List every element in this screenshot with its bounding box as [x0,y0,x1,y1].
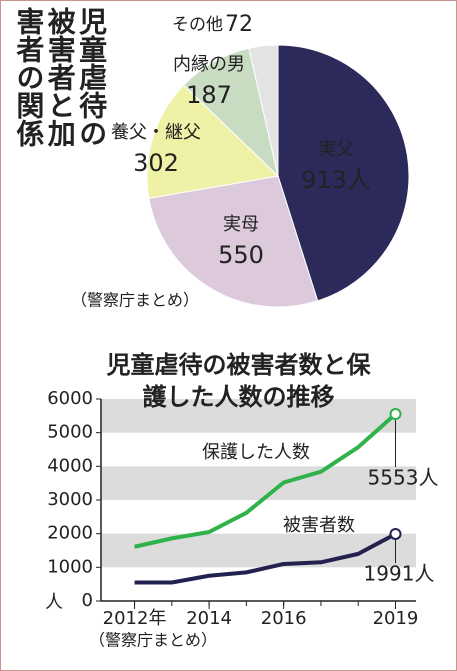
band [101,399,416,433]
pie-value: 187 [186,81,232,109]
pie-value: 72 [225,12,253,37]
y-tick-label: 2000 [47,523,93,544]
pie-label: その他 [172,15,223,35]
pie-slice [148,175,319,308]
y-tick-label: 3000 [47,489,93,510]
pie-slice [146,84,280,199]
pie-source: （警察庁まとめ） [71,291,199,310]
end-point [389,408,402,421]
y-unit: 人 [45,592,63,613]
line-title: 児童虐待の被害者数と保護した人数の推移 [106,351,371,412]
series-name: 被害者数 [283,515,355,536]
x-tick-label: 2012年 [103,608,167,629]
pie-title: 児童虐待の被害者と加害者の関係 [12,7,109,147]
series-line [134,412,397,549]
y-tick-label: 4000 [47,455,93,476]
series-name: 保護した人数 [202,442,310,463]
pie-label: 実母 [223,214,259,235]
pie-slice [277,44,410,302]
pie-value: 302 [133,149,179,177]
x-tick-label: 2019 [373,608,419,629]
pie-slice [248,44,279,177]
y-tick-label: 0 [82,590,93,611]
y-tick-label: 5000 [47,422,93,443]
band [101,466,416,500]
pie-label: 養父・継父 [111,122,201,143]
end-point [389,527,402,540]
pie-label: 実父 [318,139,354,160]
x-tick-label: 2016 [261,608,307,629]
pie-value: 913人 [301,166,371,194]
value-label: 1991人 [364,562,435,586]
x-tick-label: 2014 [186,608,232,629]
pie-label: 内縁の男 [173,54,245,75]
series-line [134,532,397,585]
value-label: 5553人 [368,466,439,490]
y-tick-label: 1000 [47,556,93,577]
pie-value: 550 [218,241,264,269]
y-tick-label: 6000 [47,388,93,409]
line-source: （警察庁まとめ） [89,631,217,650]
